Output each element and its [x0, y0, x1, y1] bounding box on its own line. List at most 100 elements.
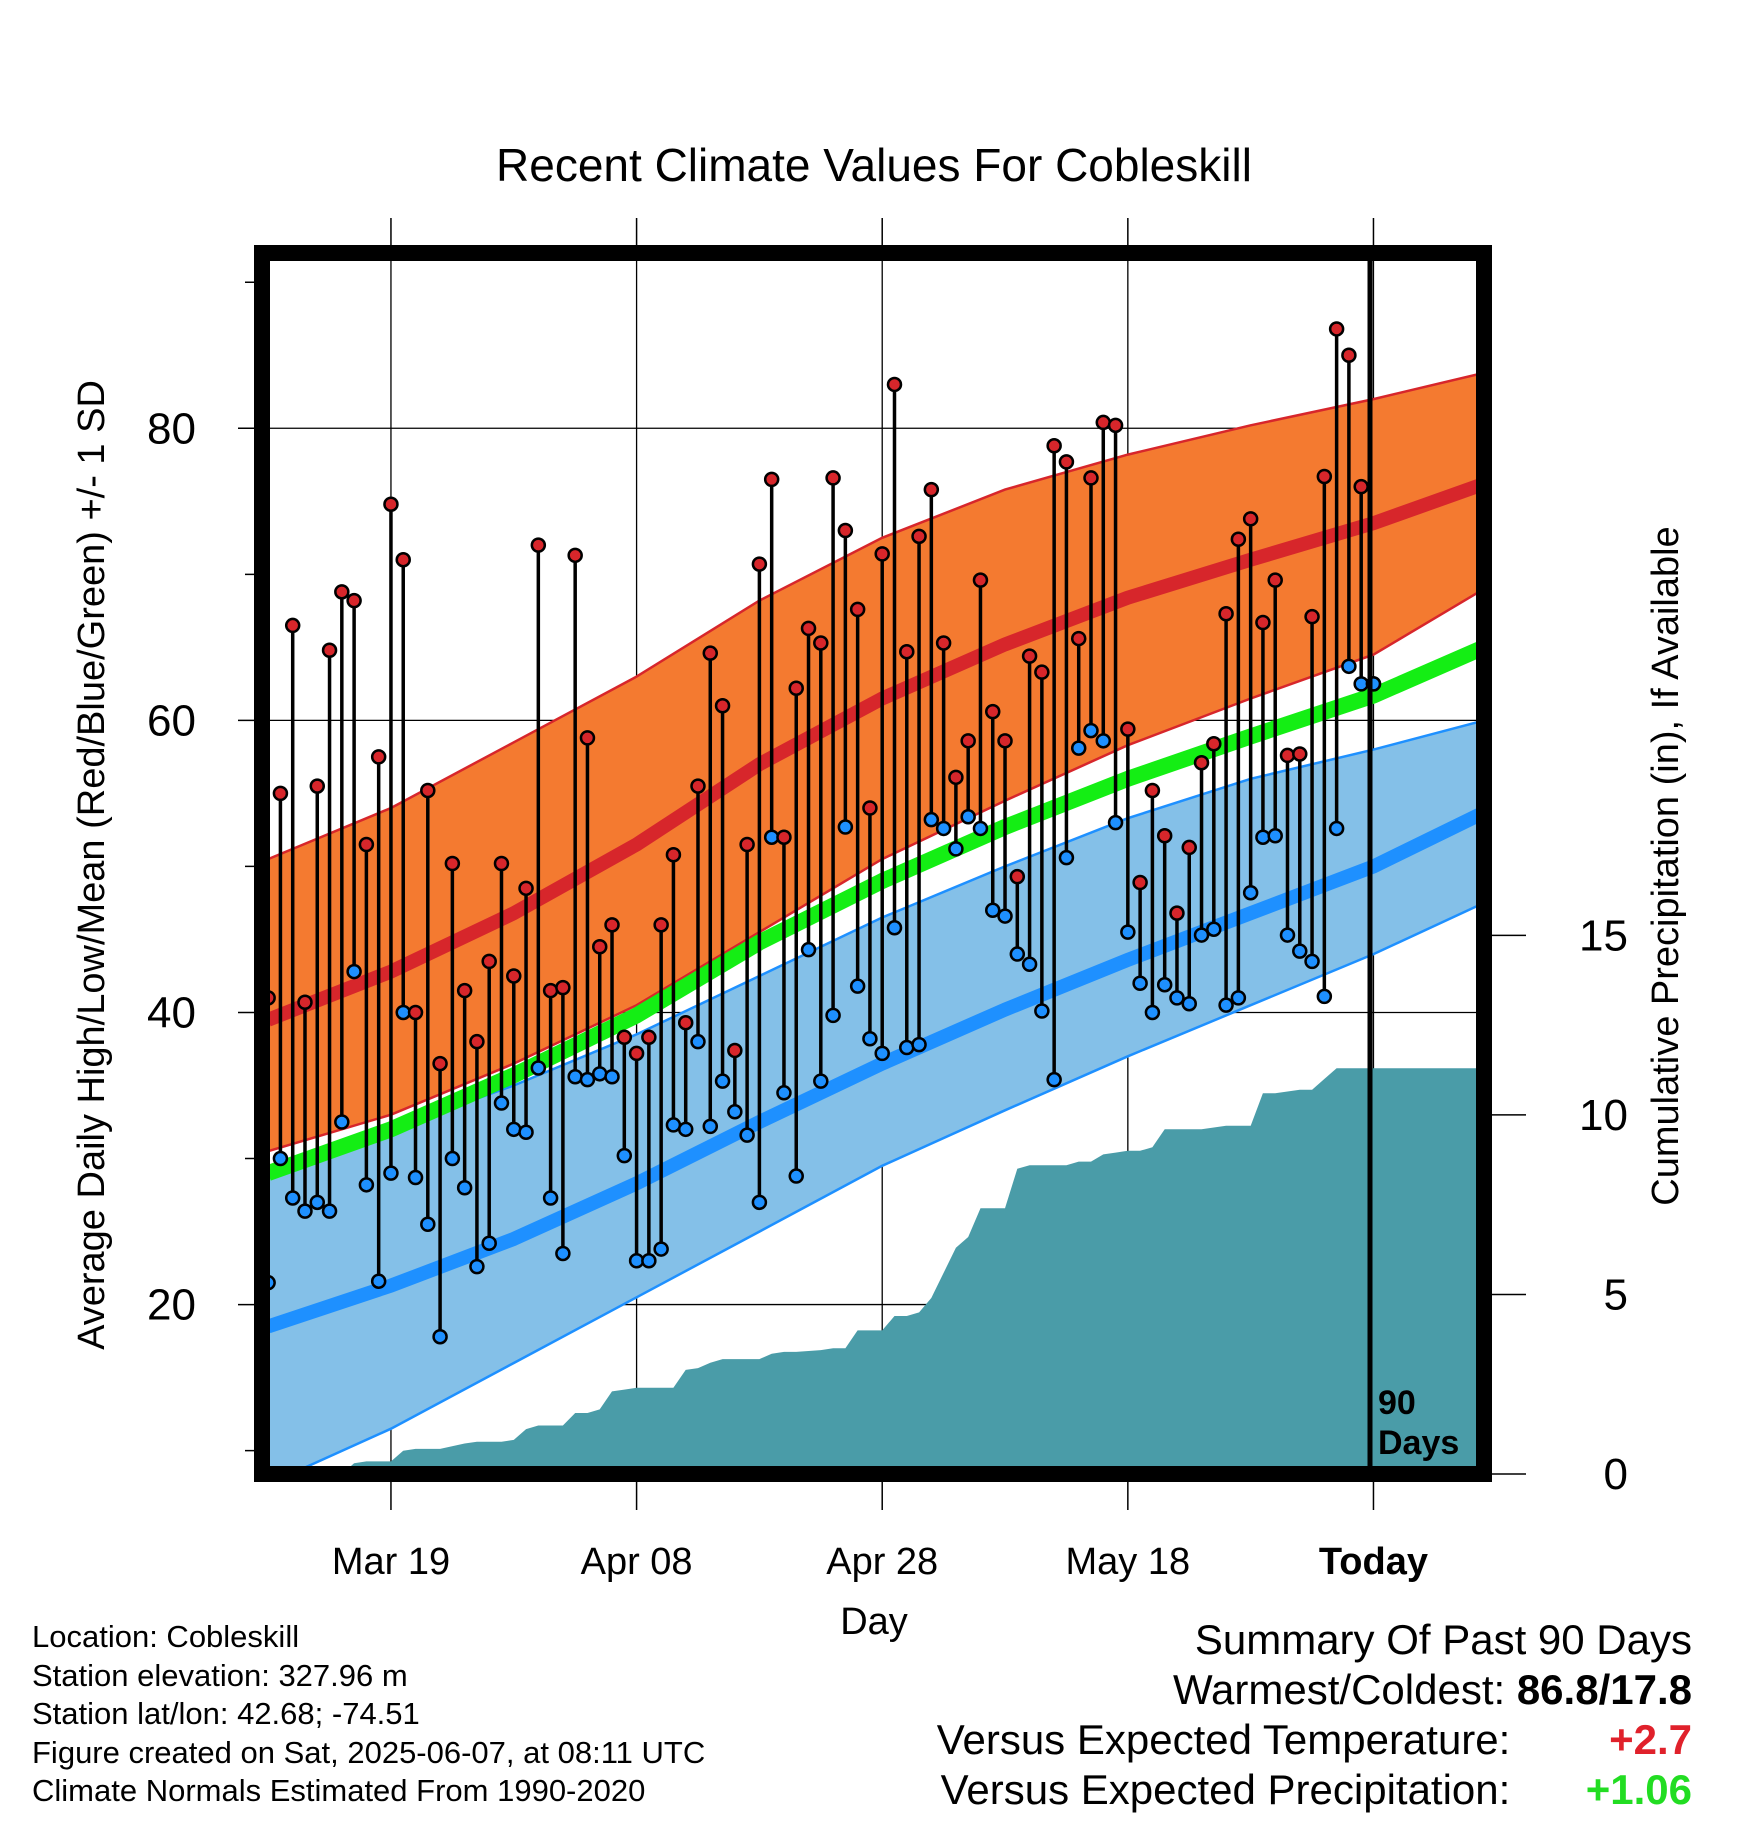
high-normal-band-fill — [268, 372, 1484, 1152]
daily-low-point — [555, 1245, 571, 1262]
daily-low-point — [923, 811, 940, 828]
daily-low-point — [776, 1085, 792, 1101]
daily-low-point — [690, 1033, 706, 1050]
daily-low-point — [702, 1118, 719, 1135]
y2-tick-label: 15 — [1579, 911, 1628, 960]
daily-high-point — [1292, 746, 1308, 762]
daily-high-point — [948, 769, 964, 786]
daily-low-point — [1107, 814, 1124, 831]
daily-low-point — [641, 1253, 657, 1269]
daily-low-point — [997, 908, 1013, 924]
daily-high-point — [1193, 754, 1210, 771]
daily-high-point — [506, 968, 522, 984]
info-location: Location: Cobleskill — [32, 1619, 300, 1654]
daily-high-point — [825, 470, 841, 486]
daily-high-point — [579, 730, 596, 746]
daily-high-point — [886, 376, 903, 393]
daily-low-point — [886, 920, 903, 936]
info-normals: Climate Normals Estimated From 1990-2020 — [32, 1773, 646, 1808]
daily-high-point — [874, 546, 890, 562]
daily-high-point — [1034, 664, 1050, 680]
station-info: Location: Cobleskill Station elevation: … — [32, 1618, 705, 1811]
daily-low-point — [1144, 1004, 1161, 1021]
x-tick-label: Apr 08 — [581, 1541, 693, 1583]
daily-low-point — [272, 1150, 289, 1167]
daily-low-point — [1083, 722, 1099, 739]
daily-high-point — [1169, 905, 1185, 921]
daily-high-point — [1144, 782, 1161, 799]
summary-title: Summary Of Past 90 Days — [1194, 1616, 1692, 1663]
daily-high-point — [334, 584, 350, 600]
daily-low-point — [1304, 953, 1320, 970]
window-marker-label-2: Days — [1378, 1424, 1459, 1462]
daily-high-point — [407, 1004, 424, 1021]
daily-low-point — [1156, 976, 1173, 993]
daily-high-point — [1058, 454, 1075, 470]
daily-low-point — [653, 1241, 669, 1257]
daily-high-point — [1341, 347, 1357, 363]
daily-low-point — [984, 902, 1001, 918]
daily-low-point — [456, 1179, 473, 1196]
daily-high-point — [714, 698, 731, 714]
daily-low-point — [1255, 829, 1271, 845]
daily-high-point — [960, 733, 976, 749]
daily-low-point — [567, 1068, 583, 1085]
x-tick-label: May 18 — [1066, 1541, 1191, 1583]
y2-tick-label: 0 — [1604, 1450, 1628, 1499]
daily-high-point — [935, 635, 952, 651]
daily-low-point — [1034, 1003, 1050, 1019]
daily-high-point — [690, 778, 706, 794]
daily-high-point — [1070, 630, 1087, 647]
daily-low-point — [297, 1203, 313, 1219]
daily-high-point — [444, 855, 461, 872]
x-tick-label: Apr 28 — [826, 1541, 938, 1583]
summary-warm-cold-row: Warmest/Coldest: 86.8/17.8 — [937, 1665, 1692, 1715]
y2-tick-label: 10 — [1579, 1091, 1628, 1140]
daily-low-point — [591, 1066, 608, 1082]
daily-low-point — [960, 809, 976, 825]
daily-high-point — [1218, 606, 1234, 622]
daily-high-point — [1279, 747, 1296, 764]
daily-low-point — [334, 1114, 350, 1130]
y-tick-label: 40 — [147, 988, 196, 1037]
daily-low-point — [1095, 733, 1112, 749]
window-marker-label-1: 90 — [1378, 1384, 1416, 1422]
daily-low-point — [432, 1328, 448, 1345]
daily-high-point — [1181, 839, 1197, 856]
daily-high-point — [776, 829, 792, 845]
daily-low-point — [1328, 820, 1345, 837]
daily-low-point — [407, 1169, 424, 1186]
daily-high-point — [456, 982, 473, 999]
daily-high-point — [837, 522, 854, 539]
daily-high-point — [358, 836, 375, 853]
daily-high-point — [1353, 478, 1369, 495]
daily-low-point — [518, 1124, 534, 1140]
x-tick-label: Today — [1319, 1541, 1428, 1583]
y-axis-label: Average Daily High/Low/Mean (Red/Blue/Gr… — [71, 380, 113, 1350]
daily-high-point — [739, 836, 755, 853]
daily-high-point — [383, 496, 399, 512]
x-axis-label: Day — [840, 1601, 908, 1643]
daily-high-point — [542, 982, 559, 999]
plot-area — [262, 253, 1484, 1474]
x-tick-label: Mar 19 — [332, 1541, 450, 1583]
daily-low-point — [788, 1168, 804, 1184]
daily-high-point — [567, 547, 583, 564]
info-created: Figure created on Sat, 2025-06-07, at 08… — [32, 1734, 706, 1770]
daily-high-point — [432, 1055, 448, 1072]
daily-low-point — [444, 1150, 461, 1167]
daily-low-point — [604, 1068, 620, 1085]
daily-high-point — [309, 778, 326, 794]
daily-high-point — [665, 846, 682, 863]
daily-high-point — [469, 1033, 485, 1050]
daily-low-point — [1316, 988, 1333, 1005]
daily-high-point — [849, 601, 866, 618]
daily-high-point — [1316, 468, 1333, 485]
daily-high-point — [1328, 321, 1345, 337]
daily-low-point — [1009, 946, 1026, 962]
daily-high-point — [1120, 721, 1136, 737]
daily-high-point — [813, 635, 829, 651]
daily-high-point — [616, 1029, 633, 1046]
daily-high-point — [751, 556, 768, 572]
